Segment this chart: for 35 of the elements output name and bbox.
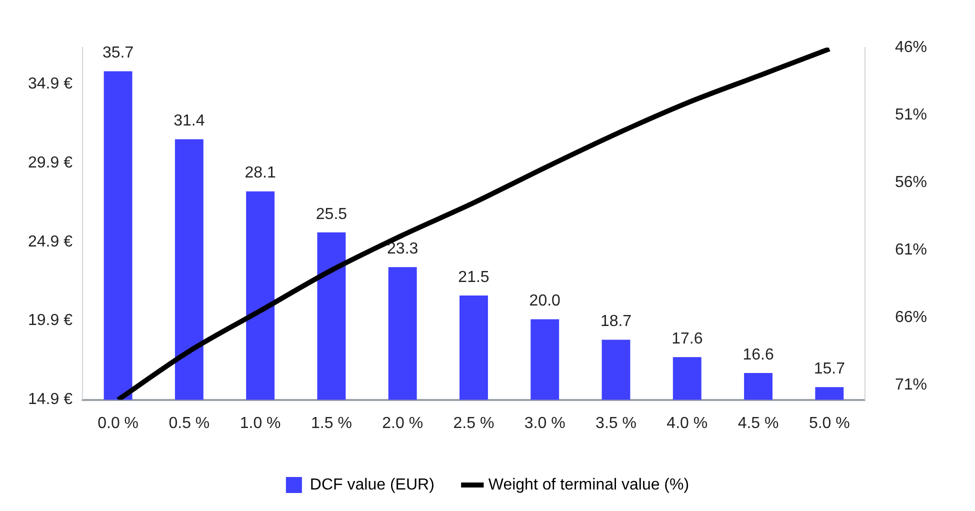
- data-label: 35.7: [102, 44, 134, 62]
- data-label: 23.3: [387, 240, 418, 258]
- y2-tick-label: 66%: [894, 308, 928, 326]
- y2-tick-label: 71%: [894, 376, 928, 394]
- y-tick-label: 14.9 €: [28, 391, 73, 408]
- y2-tick-label: 46%: [894, 39, 928, 56]
- data-label: 28.1: [244, 164, 276, 182]
- y2-tick-label: 61%: [894, 241, 928, 258]
- data-label: 20.0: [529, 292, 561, 310]
- x-tick-label: 2.5 %: [453, 414, 494, 432]
- y-tick-label: 19.9 €: [28, 312, 73, 330]
- legend-label: DCF value (EUR): [310, 476, 434, 494]
- x-tick-label: 4.5 %: [738, 414, 779, 432]
- data-label: 17.6: [672, 330, 703, 348]
- x-tick-label: 2.0 %: [382, 414, 424, 432]
- data-label: 16.6: [742, 346, 774, 364]
- x-tick-label: 3.0 %: [524, 414, 566, 432]
- x-tick-label: 3.5 %: [596, 414, 636, 432]
- data-label: 31.4: [174, 112, 205, 130]
- y-tick-label: 34.9 €: [28, 75, 73, 92]
- y-tick-label: 29.9 €: [28, 154, 73, 172]
- y2-tick-label: 56%: [894, 174, 928, 191]
- data-label: 25.5: [316, 206, 348, 223]
- data-label: 21.5: [458, 268, 490, 286]
- x-tick-label: 4.0 %: [666, 414, 708, 432]
- x-tick-label: 0.0 %: [98, 414, 139, 432]
- y-tick-label: 24.9 €: [28, 233, 73, 250]
- x-tick-label: 1.5 %: [311, 414, 352, 432]
- x-tick-label: 1.0 %: [240, 414, 281, 432]
- legend-label: Weight of terminal value (%): [488, 476, 690, 494]
- x-tick-label: 5.0 %: [808, 414, 850, 432]
- x-tick-label: 0.5 %: [168, 414, 210, 432]
- y2-tick-label: 51%: [894, 106, 928, 124]
- data-label: 18.7: [600, 313, 632, 330]
- data-label: 15.7: [814, 360, 846, 378]
